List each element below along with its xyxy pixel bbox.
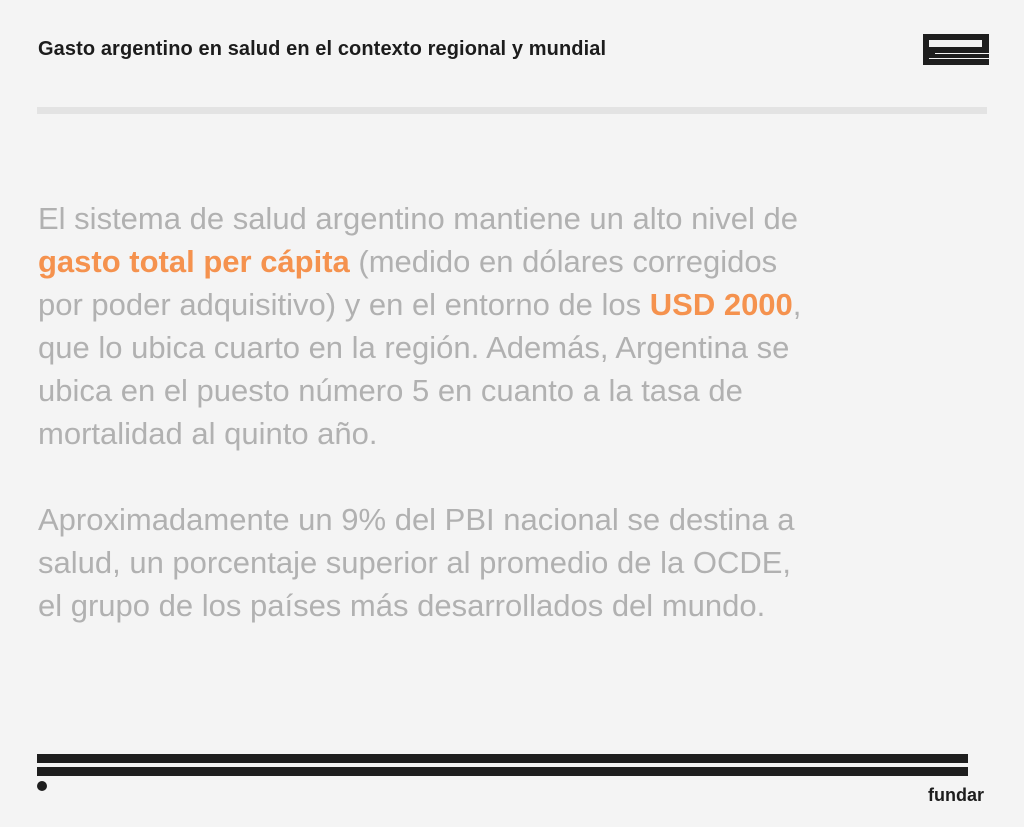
- text-segment: por poder adquisitivo) y en el entorno d…: [38, 287, 650, 322]
- text-segment: El sistema de salud argentino mantiene u…: [38, 201, 798, 236]
- text-line: Aproximadamente un 9% del PBI nacional s…: [38, 498, 998, 541]
- body-text: El sistema de salud argentino mantiene u…: [38, 197, 998, 627]
- footer-bar-bottom: [37, 767, 968, 776]
- highlight-text: USD 2000: [649, 287, 793, 322]
- text-segment: Aproximadamente un 9% del PBI nacional s…: [38, 502, 795, 537]
- header-divider: [37, 107, 987, 114]
- text-line: salud, un porcentaje superior al promedi…: [38, 541, 998, 584]
- text-line: mortalidad al quinto año.: [38, 412, 998, 455]
- text-segment: (medido en dólares corregidos: [349, 244, 778, 279]
- text-line: ubica en el puesto número 5 en cuanto a …: [38, 369, 998, 412]
- text-segment: mortalidad al quinto año.: [38, 416, 378, 451]
- text-segment: ,: [792, 287, 802, 322]
- highlight-text: gasto total per cápita: [38, 244, 350, 279]
- text-line: que lo ubica cuarto en la región. Además…: [38, 326, 998, 369]
- text-line: el grupo de los países más desarrollados…: [38, 584, 998, 627]
- fundar-logo-icon: [923, 34, 989, 65]
- text-line: gasto total per cápita (medido en dólare…: [38, 240, 998, 283]
- footer-bar-top: [37, 754, 968, 763]
- paragraph-1: El sistema de salud argentino mantiene u…: [38, 197, 998, 455]
- text-segment: salud, un porcentaje superior al promedi…: [38, 545, 792, 580]
- footer-dot: [37, 781, 47, 791]
- text-line: El sistema de salud argentino mantiene u…: [38, 197, 998, 240]
- text-line: por poder adquisitivo) y en el entorno d…: [38, 283, 998, 326]
- text-segment: que lo ubica cuarto en la región. Además…: [38, 330, 790, 365]
- text-segment: el grupo de los países más desarrollados…: [38, 588, 766, 623]
- page-title: Gasto argentino en salud en el contexto …: [38, 38, 607, 60]
- text-segment: ubica en el puesto número 5 en cuanto a …: [38, 373, 743, 408]
- paragraph-2: Aproximadamente un 9% del PBI nacional s…: [38, 498, 998, 627]
- brand-name: fundar: [928, 785, 984, 805]
